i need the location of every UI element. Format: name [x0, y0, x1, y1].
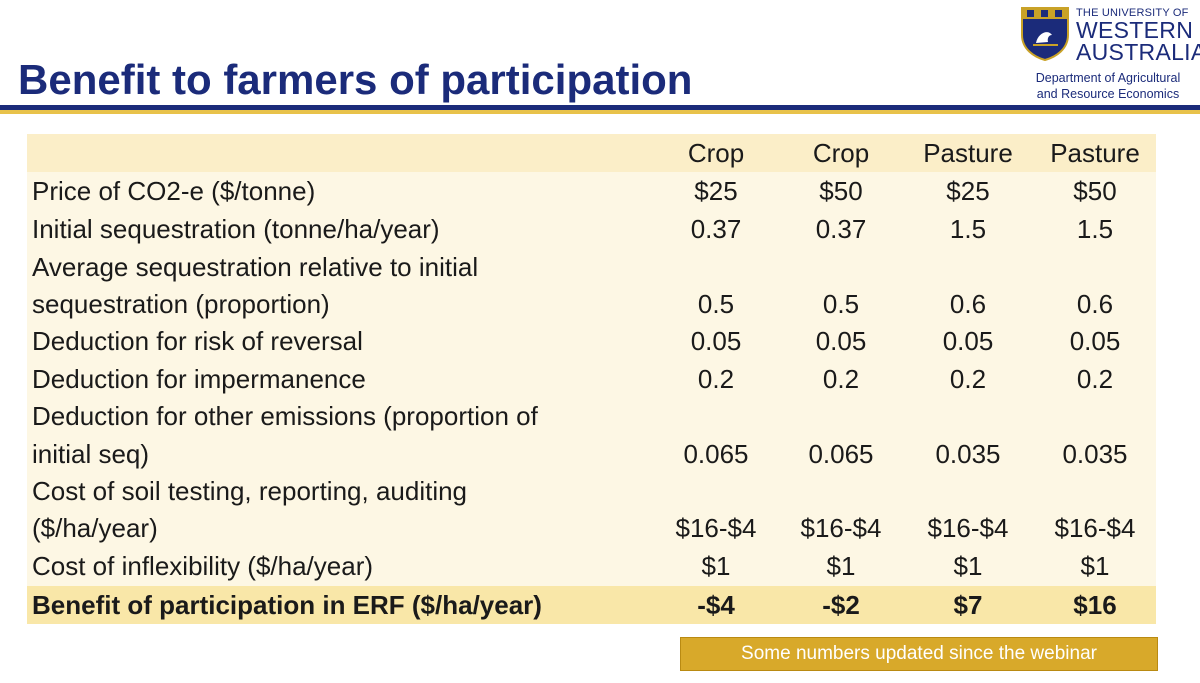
table-cell: 0.37 — [815, 214, 867, 244]
column-header: Pasture — [1050, 138, 1140, 168]
crest-icon — [1021, 7, 1069, 61]
table-cell: $16-$4 — [800, 513, 882, 543]
table-header-band — [27, 134, 1156, 172]
table-cell: 0.035 — [1062, 439, 1128, 469]
row-label: Deduction for impermanence — [32, 364, 366, 394]
title-rule-yellow — [0, 110, 1200, 114]
table-cell: 0.6 — [1076, 289, 1114, 319]
row-label: Deduction for other emissions (proportio… — [32, 401, 538, 431]
table-cell: 1.5 — [1076, 214, 1114, 244]
logo-line-1: THE UNIVERSITY OF — [1076, 7, 1189, 19]
row-label: sequestration (proportion) — [32, 289, 330, 319]
table-cell: 0.6 — [949, 289, 987, 319]
table-cell: 0.2 — [822, 364, 860, 394]
department-line-1: Department of Agricultural — [1035, 71, 1181, 85]
logo-line-2: WESTERN — [1076, 17, 1194, 43]
column-header: Crop — [687, 138, 745, 168]
row-label: initial seq) — [32, 439, 150, 469]
table-cell: 0.37 — [690, 214, 742, 244]
total-cell: -$4 — [697, 590, 735, 620]
title-rule-blue — [0, 105, 1200, 110]
table-cell: $16-$4 — [675, 513, 757, 543]
table-cell: $16-$4 — [927, 513, 1009, 543]
table-total-band — [27, 586, 1156, 624]
table-cell: 0.05 — [942, 326, 994, 356]
table-cell: 0.065 — [683, 439, 749, 469]
table-cell: 0.5 — [697, 289, 735, 319]
table-cell: $1 — [701, 551, 731, 581]
table-cell: $1 — [953, 551, 983, 581]
total-row-label: Benefit of participation in ERF ($/ha/ye… — [32, 590, 542, 620]
table-cell: 0.065 — [808, 439, 874, 469]
university-logo: THE UNIVERSITY OF WESTERN AUSTRALIA Depa… — [1018, 3, 1200, 103]
row-label: Price of CO2-e ($/tonne) — [32, 176, 316, 206]
table-cell: 0.2 — [1076, 364, 1114, 394]
row-label: Deduction for risk of reversal — [32, 326, 363, 356]
total-cell: -$2 — [822, 590, 860, 620]
table-cell: 0.5 — [822, 289, 860, 319]
table-cell: $25 — [694, 176, 738, 206]
row-label: Cost of inflexibility ($/ha/year) — [32, 551, 374, 581]
table-cell: 0.2 — [697, 364, 735, 394]
page-title: Benefit to farmers of participation — [18, 56, 693, 103]
table-cell: 0.05 — [1069, 326, 1121, 356]
table-cell: $1 — [826, 551, 856, 581]
update-note-badge: Some numbers updated since the webinar — [680, 637, 1158, 671]
table-cell: 0.2 — [949, 364, 987, 394]
column-header: Pasture — [923, 138, 1013, 168]
row-label: Average sequestration relative to initia… — [32, 252, 479, 282]
department-name: Department of Agricultural and Resource … — [1020, 70, 1196, 102]
table-cell: $25 — [946, 176, 990, 206]
benefit-table: Crop Crop Pasture Pasture Price of CO2-e… — [27, 134, 1156, 624]
table-cell: 0.05 — [815, 326, 867, 356]
row-label: Initial sequestration (tonne/ha/year) — [32, 214, 440, 244]
table-cell: $1 — [1080, 551, 1110, 581]
table-cell: 0.035 — [935, 439, 1001, 469]
column-header: Crop — [812, 138, 870, 168]
table-cell: $50 — [819, 176, 863, 206]
total-cell: $7 — [953, 590, 983, 620]
table-cell: $50 — [1073, 176, 1117, 206]
logo-line-3: AUSTRALIA — [1076, 39, 1200, 65]
department-line-2: and Resource Economics — [1036, 87, 1180, 101]
table-cell: 1.5 — [949, 214, 987, 244]
total-cell: $16 — [1073, 590, 1117, 620]
row-label: Cost of soil testing, reporting, auditin… — [32, 476, 468, 506]
row-label: ($/ha/year) — [32, 513, 158, 543]
table-cell: $16-$4 — [1054, 513, 1136, 543]
table-cell: 0.05 — [690, 326, 742, 356]
